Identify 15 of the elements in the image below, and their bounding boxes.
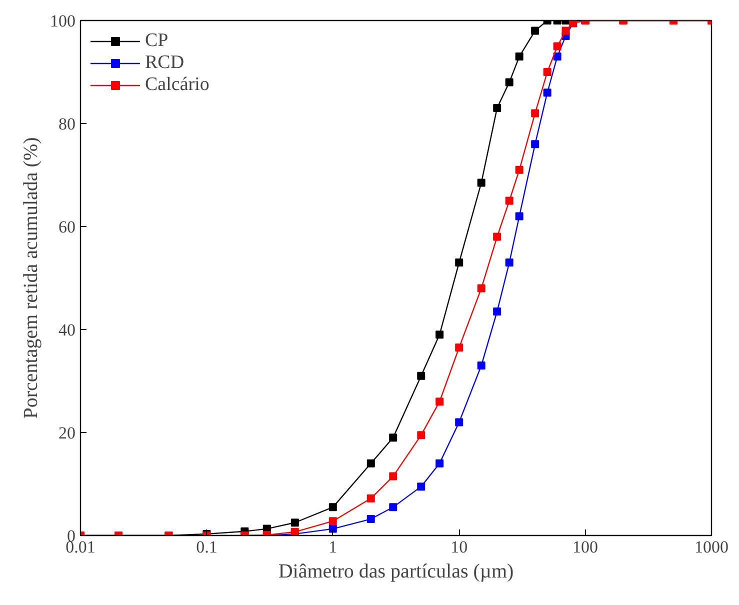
x-axis-title: Diâmetro das partículas (µm) <box>278 560 514 582</box>
y-tick-label: 20 <box>58 424 76 442</box>
legend-label: Calcário <box>145 74 210 96</box>
x-tick-label: 10 <box>450 538 468 556</box>
x-tick-label: 1000 <box>694 538 728 556</box>
y-tick-label: 40 <box>58 320 76 340</box>
y-tick-label: 100 <box>50 12 76 30</box>
x-tick-label: 1 <box>328 538 338 556</box>
y-tick-label: 80 <box>58 114 76 134</box>
legend-label: RCD <box>145 52 184 74</box>
y-tick-label: 60 <box>58 218 76 236</box>
y-axis-title: Porcentagem retida acumulada (%) <box>20 137 42 419</box>
x-tick-label: 0.1 <box>196 538 218 556</box>
x-tick-label: 100 <box>572 538 598 556</box>
legend-label: CP <box>145 30 168 52</box>
